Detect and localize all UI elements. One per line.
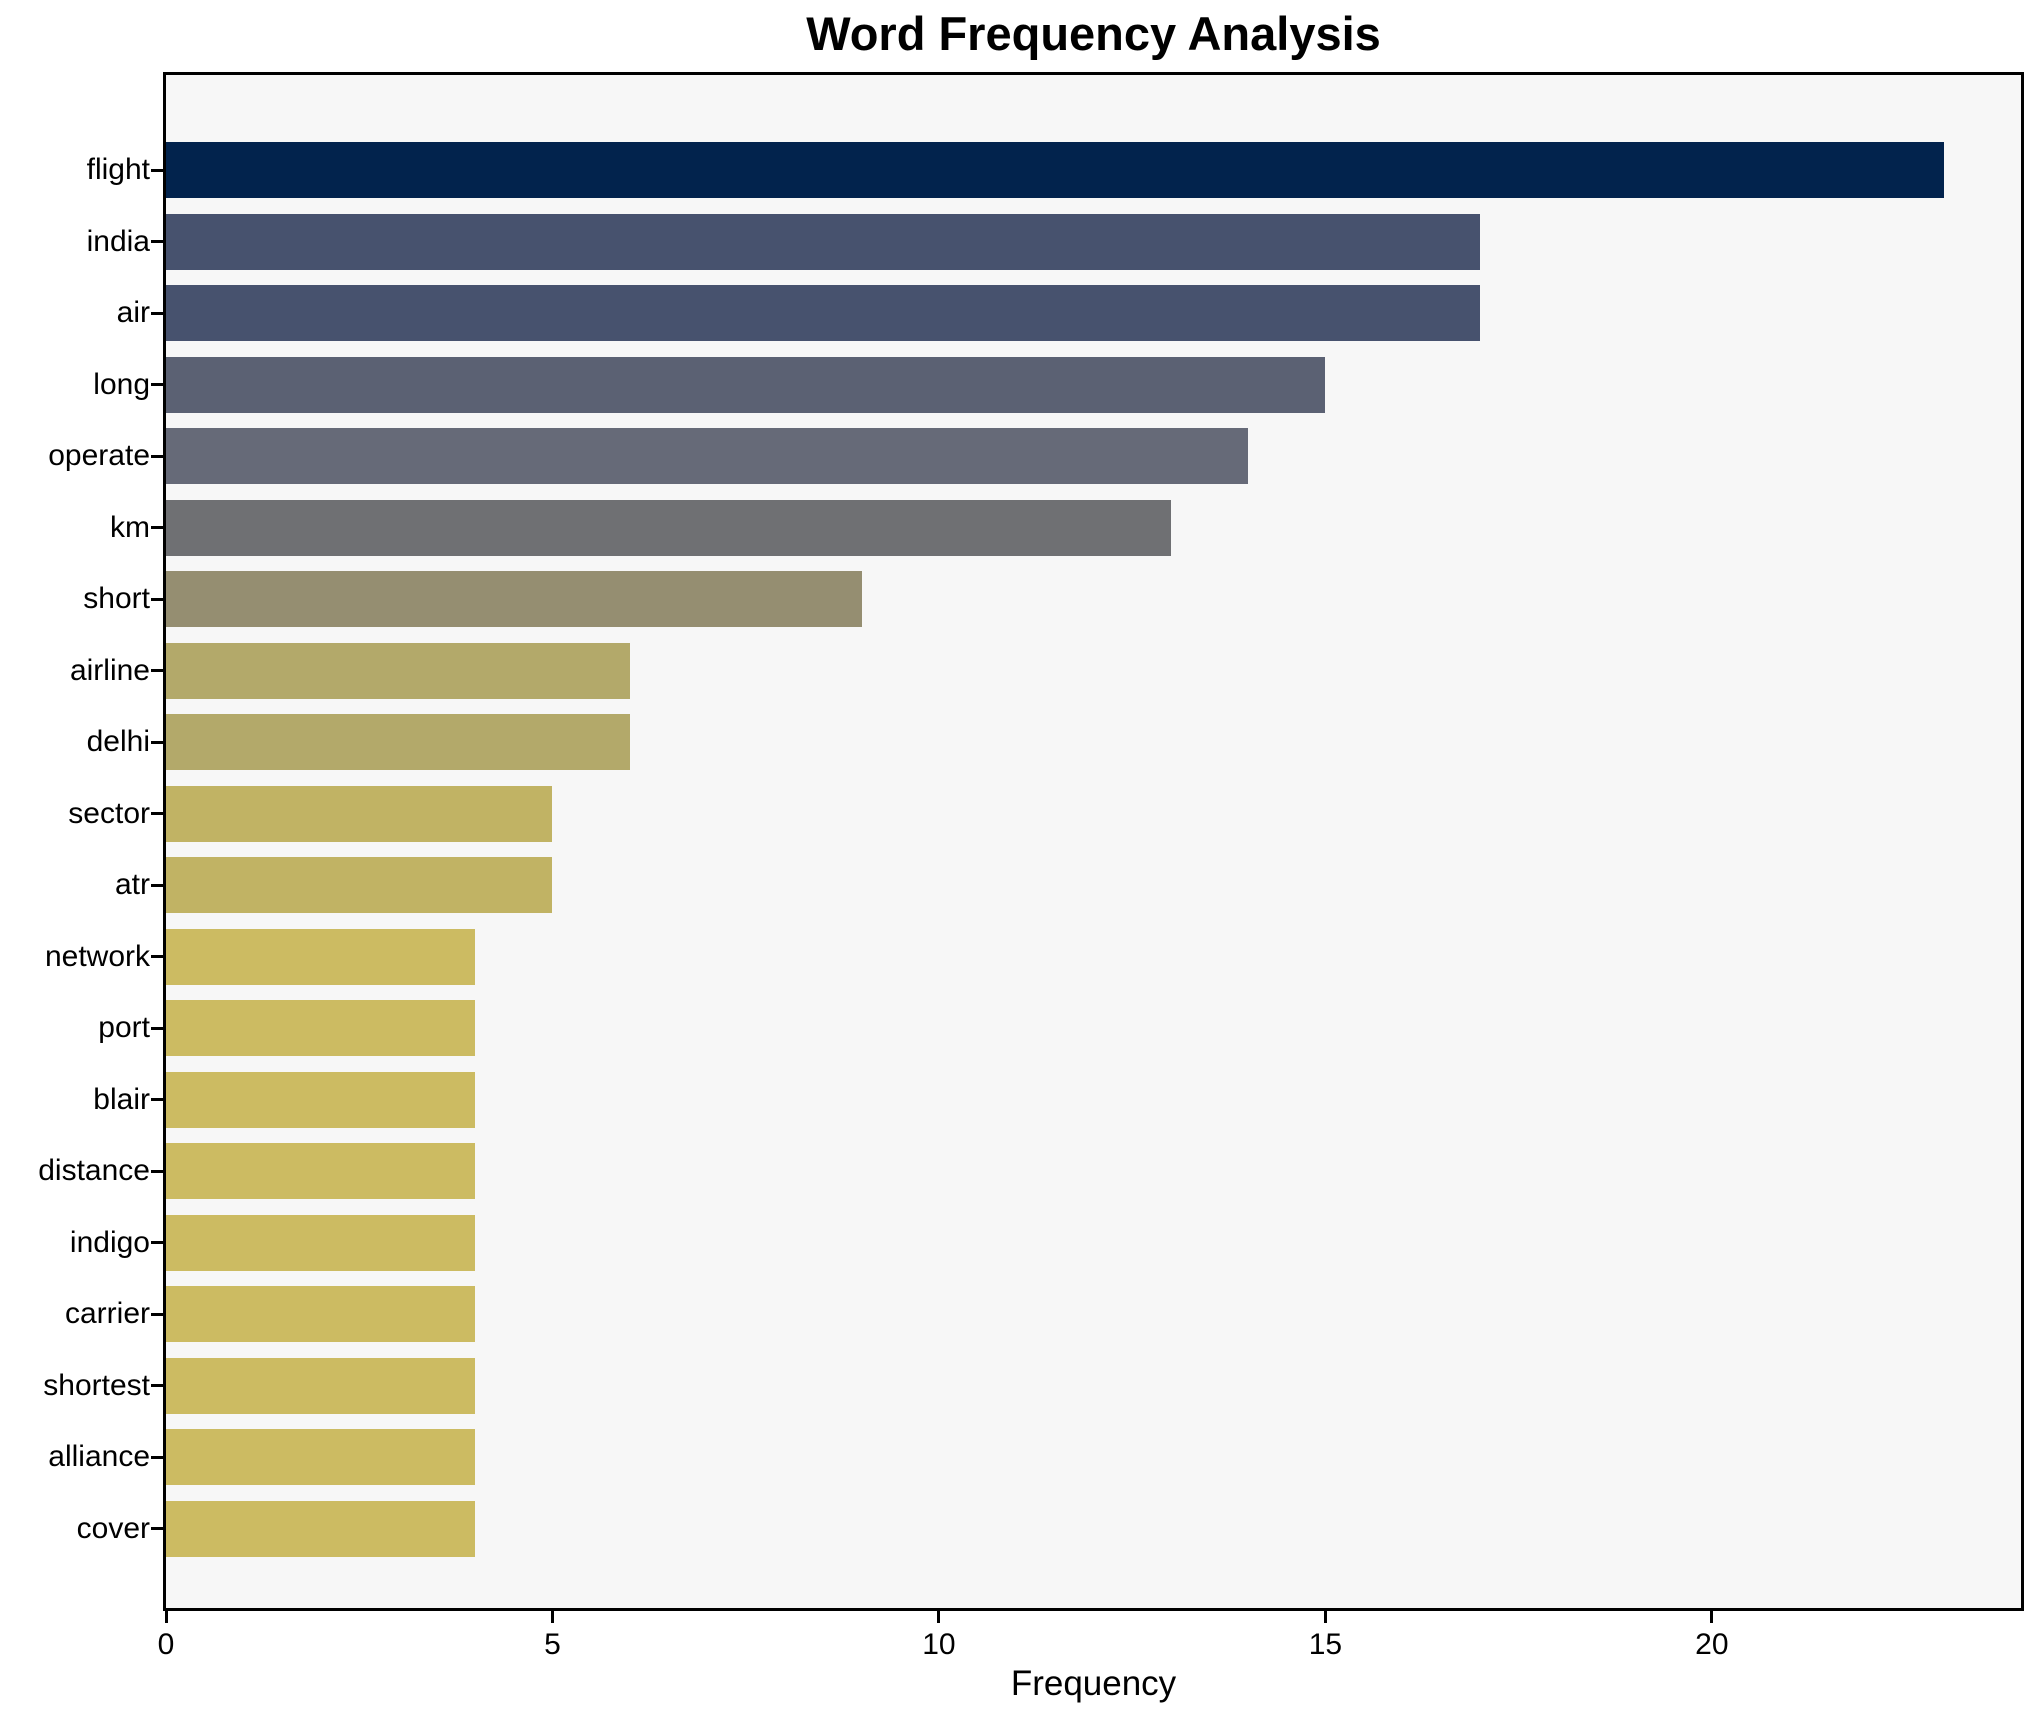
ytick-mark-indigo xyxy=(151,1241,163,1244)
bar-short xyxy=(166,571,862,627)
ytick-label-air: air xyxy=(116,296,150,329)
xtick-mark-5 xyxy=(550,1611,554,1623)
ytick-label-km: km xyxy=(110,510,150,544)
bar-port xyxy=(166,1000,476,1056)
ytick-label-indigo: indigo xyxy=(69,1225,150,1259)
ytick-label-sector: sector xyxy=(68,796,150,830)
ytick-mark-shortest xyxy=(151,1384,163,1387)
ytick-mark-airline xyxy=(151,669,163,672)
ytick-mark-port xyxy=(151,1026,163,1030)
ytick-label-network: network xyxy=(44,939,150,973)
bar-flight xyxy=(166,142,1944,198)
bar-operate xyxy=(166,428,1249,484)
bar-airline xyxy=(166,642,630,699)
ytick-mark-km xyxy=(151,526,163,529)
ytick-mark-india xyxy=(151,240,163,243)
ytick-mark-atr xyxy=(151,883,163,887)
ytick-label-airline: airline xyxy=(69,653,150,687)
ytick-label-atr: atr xyxy=(114,868,150,901)
ytick-label-cover: cover xyxy=(76,1511,150,1545)
ytick-mark-delhi xyxy=(151,740,163,744)
xtick-mark-10 xyxy=(937,1611,941,1623)
ytick-mark-distance xyxy=(151,1169,163,1173)
ytick-mark-cover xyxy=(151,1527,163,1530)
ytick-mark-long xyxy=(151,383,163,386)
ytick-label-india: india xyxy=(86,224,150,258)
bar-alliance xyxy=(166,1429,476,1485)
bar-india xyxy=(166,213,1480,270)
xtick-label-10: 10 xyxy=(922,1628,956,1661)
bar-cover xyxy=(166,1500,476,1557)
bar-air xyxy=(166,285,1480,341)
ytick-label-distance: distance xyxy=(38,1154,150,1187)
ytick-label-blair: blair xyxy=(93,1082,150,1116)
xtick-label-20: 20 xyxy=(1695,1628,1729,1661)
bar-sector xyxy=(166,785,553,842)
bar-indigo xyxy=(166,1214,476,1271)
ytick-mark-sector xyxy=(151,812,163,815)
chart-title: Word Frequency Analysis xyxy=(806,7,1381,60)
bar-blair xyxy=(166,1071,476,1128)
ytick-label-long: long xyxy=(93,367,150,401)
ytick-label-short: short xyxy=(83,582,150,615)
ytick-label-shortest: shortest xyxy=(43,1368,150,1402)
xtick-mark-0 xyxy=(164,1611,168,1623)
bar-long xyxy=(166,356,1326,413)
xtick-mark-15 xyxy=(1323,1611,1327,1623)
xtick-label-15: 15 xyxy=(1308,1628,1343,1661)
bar-delhi xyxy=(166,714,630,770)
ytick-mark-flight xyxy=(151,168,163,172)
bar-shortest xyxy=(166,1357,476,1414)
ytick-label-delhi: delhi xyxy=(86,725,150,758)
plot-area xyxy=(163,72,2024,1611)
ytick-label-operate: operate xyxy=(48,439,150,472)
xtick-mark-20 xyxy=(1710,1611,1714,1623)
ytick-mark-air xyxy=(151,311,163,315)
ytick-label-carrier: carrier xyxy=(64,1297,150,1330)
bar-distance xyxy=(166,1143,476,1199)
ytick-label-port: port xyxy=(98,1011,150,1044)
ytick-mark-operate xyxy=(151,454,163,458)
x-axis-label: Frequency xyxy=(1010,1664,1177,1703)
ytick-mark-carrier xyxy=(151,1312,163,1316)
ytick-label-flight: flight xyxy=(86,153,150,186)
ytick-mark-alliance xyxy=(151,1455,163,1459)
bar-atr xyxy=(166,857,553,913)
ytick-label-alliance: alliance xyxy=(48,1440,150,1473)
ytick-mark-short xyxy=(151,597,163,601)
xtick-label-5: 5 xyxy=(544,1628,561,1661)
ytick-mark-network xyxy=(151,955,163,958)
xtick-label-0: 0 xyxy=(157,1628,175,1661)
bar-network xyxy=(166,928,476,985)
bar-carrier xyxy=(166,1286,476,1342)
bar-km xyxy=(166,499,1171,556)
ytick-mark-blair xyxy=(151,1098,163,1101)
